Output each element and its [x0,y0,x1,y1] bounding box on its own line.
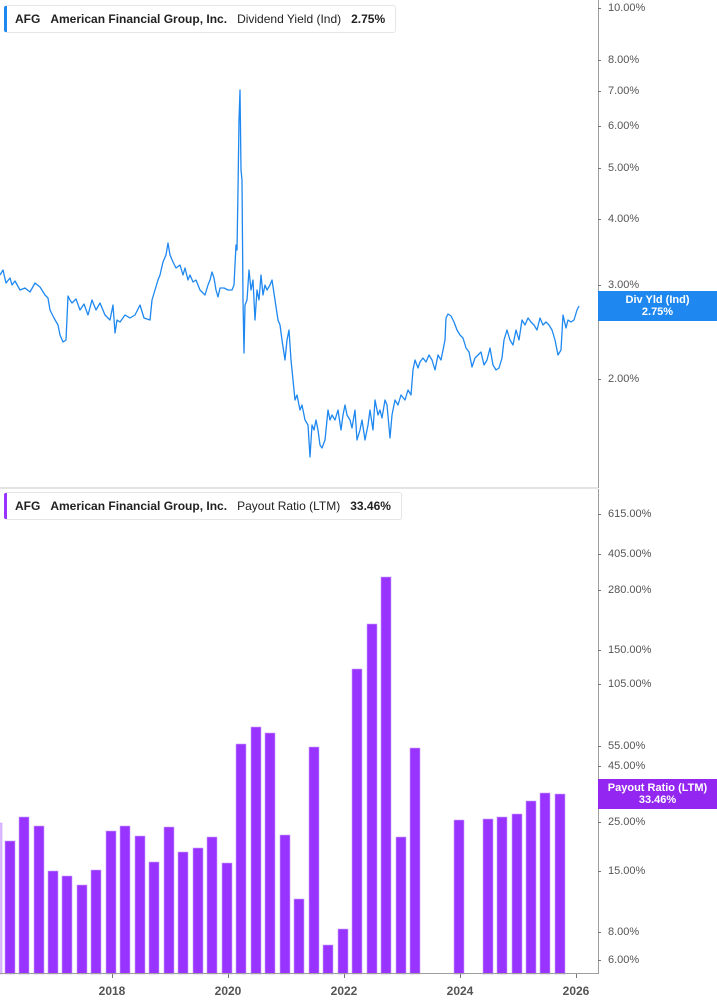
payout-ratio-legend[interactable]: AFG American Financial Group, Inc. Payou… [4,492,402,520]
payout-ratio-bar-chart [0,576,566,975]
y-tick: 8.00% [598,926,639,938]
dividend-yield-line-chart [0,89,580,458]
legend-metric: Dividend Yield (Ind) [237,12,342,26]
y-tick: 150.00% [598,644,651,656]
y-tick: 6.00% [598,954,639,966]
x-axis [0,973,598,974]
x-tick-label: 2018 [98,984,126,998]
x-tick [576,974,577,978]
y-tick: 10.00% [598,2,645,14]
dividend-yield-value-badge: Div Yld (Ind) 2.75% [598,291,717,321]
dividend-yield-y-axis [598,0,599,488]
legend-ticker: AFG [15,12,41,26]
x-tick [112,974,113,978]
y-tick: 25.00% [598,816,645,828]
y-tick: 2.00% [598,373,639,385]
payout-ratio-panel: AFG American Financial Group, Inc. Payou… [0,489,717,1005]
series-color-swatch [4,6,7,32]
payout-ratio-y-axis [598,489,599,974]
badge-label: Payout Ratio (LTM) [607,782,708,794]
legend-metric: Payout Ratio (LTM) [237,499,341,513]
y-tick: 4.00% [598,213,639,225]
y-tick: 6.00% [598,120,639,132]
x-tick-label: 2026 [562,984,590,998]
x-tick [344,974,345,978]
badge-value: 33.46% [638,794,677,806]
x-tick-label: 2020 [214,984,242,998]
payout-ratio-value-badge: Payout Ratio (LTM) 33.46% [598,779,717,809]
legend-value: 33.46% [350,499,391,513]
legend-company: American Financial Group, Inc. [50,499,228,513]
y-tick: 3.00% [598,279,639,291]
x-tick-label: 2022 [330,984,358,998]
panel-separator[interactable] [0,487,598,489]
badge-label: Div Yld (Ind) [625,294,690,306]
y-tick: 105.00% [598,678,651,690]
y-tick: 5.00% [598,162,639,174]
dividend-yield-legend[interactable]: AFG American Financial Group, Inc. Divid… [4,5,397,33]
legend-ticker: AFG [15,499,41,513]
y-tick: 45.00% [598,760,645,772]
dividend-yield-panel: AFG American Financial Group, Inc. Divid… [0,0,717,488]
badge-value: 2.75% [641,306,674,318]
y-tick: 55.00% [598,740,645,752]
x-tick-label: 2024 [446,984,474,998]
y-tick: 615.00% [598,508,651,520]
y-tick: 405.00% [598,548,651,560]
x-tick [228,974,229,978]
x-tick [460,974,461,978]
y-tick: 280.00% [598,584,651,596]
legend-company: American Financial Group, Inc. [50,12,228,26]
series-color-swatch [4,493,7,519]
y-tick: 15.00% [598,865,645,877]
y-tick: 7.00% [598,85,639,97]
y-tick: 8.00% [598,54,639,66]
legend-value: 2.75% [351,12,386,26]
